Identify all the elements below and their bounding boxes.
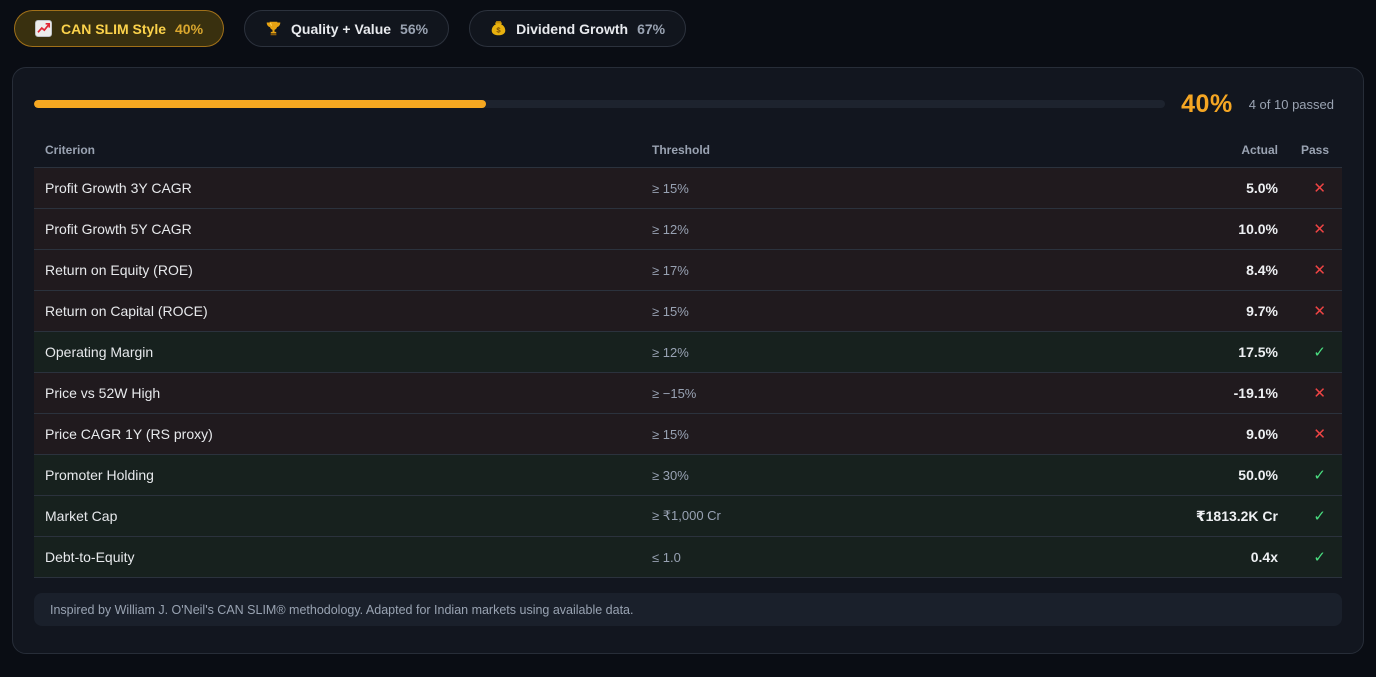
threshold-cell: ≥ 12% xyxy=(652,221,689,237)
header-actual: Actual xyxy=(1241,143,1278,157)
chart-increasing-icon xyxy=(35,20,52,37)
check-icon: ✓ xyxy=(1313,508,1326,525)
cross-icon: ✕ xyxy=(1313,262,1326,279)
criterion-cell: Profit Growth 5Y CAGR xyxy=(45,221,192,237)
threshold-cell: ≥ 12% xyxy=(652,344,689,360)
actual-cell: -19.1% xyxy=(1233,385,1278,401)
criterion-cell: Debt-to-Equity xyxy=(45,549,135,565)
progress-fill xyxy=(34,100,487,108)
actual-cell: 17.5% xyxy=(1238,344,1278,360)
check-icon: ✓ xyxy=(1313,344,1326,361)
criteria-table: Profit Growth 3Y CAGR ≥ 15% 5.0% ✕ Profi… xyxy=(34,167,1342,578)
actual-cell: 50.0% xyxy=(1238,467,1278,483)
cross-icon: ✕ xyxy=(1313,180,1326,197)
threshold-cell: ≥ 15% xyxy=(652,426,689,442)
tab-dividend-growth[interactable]: $ Dividend Growth 67% xyxy=(469,10,687,47)
cross-icon: ✕ xyxy=(1313,221,1326,238)
table-row: Market Cap ≥ ₹1,000 Cr ₹1813.2K Cr ✓ xyxy=(34,496,1342,537)
actual-cell: 9.7% xyxy=(1246,303,1278,319)
score-percent: 40% xyxy=(1181,89,1233,118)
header-criterion: Criterion xyxy=(45,143,96,157)
actual-cell: 8.4% xyxy=(1246,262,1278,278)
tab-label: Dividend Growth xyxy=(516,20,629,37)
criterion-cell: Operating Margin xyxy=(45,344,154,360)
criterion-cell: Market Cap xyxy=(45,508,118,524)
check-icon: ✓ xyxy=(1313,549,1326,566)
methodology-note: Inspired by William J. O'Neil's CAN SLIM… xyxy=(34,593,1342,626)
money-bag-icon: $ xyxy=(490,20,507,37)
actual-cell: 0.4x xyxy=(1250,549,1278,565)
table-row: Profit Growth 5Y CAGR ≥ 12% 10.0% ✕ xyxy=(34,209,1342,250)
table-row: Promoter Holding ≥ 30% 50.0% ✓ xyxy=(34,455,1342,496)
cross-icon: ✕ xyxy=(1313,426,1326,443)
table-row: Profit Growth 3Y CAGR ≥ 15% 5.0% ✕ xyxy=(34,168,1342,209)
actual-cell: 10.0% xyxy=(1238,221,1278,237)
trophy-icon xyxy=(265,20,282,37)
header-pass: Pass xyxy=(1300,143,1329,157)
passed-count: 4 of 10 passed xyxy=(1248,96,1334,112)
actual-cell: 9.0% xyxy=(1246,426,1278,442)
tab-can-slim-style[interactable]: CAN SLIM Style 40% xyxy=(14,10,225,47)
criterion-cell: Price vs 52W High xyxy=(45,385,161,401)
threshold-cell: ≥ 17% xyxy=(652,262,689,278)
score-summary: 40% 4 of 10 passed xyxy=(34,85,1342,123)
criterion-cell: Return on Equity (ROE) xyxy=(45,262,193,278)
progress-bar xyxy=(34,100,1166,108)
check-icon: ✓ xyxy=(1313,467,1326,484)
actual-cell: ₹1813.2K Cr xyxy=(1195,507,1278,524)
strategy-tabbar: CAN SLIM Style 40% Quality + Value 56% $… xyxy=(0,0,1376,47)
threshold-cell: ≥ 15% xyxy=(652,180,689,196)
svg-text:$: $ xyxy=(496,25,501,34)
tab-quality-value[interactable]: Quality + Value 56% xyxy=(244,10,450,47)
header-threshold: Threshold xyxy=(652,143,711,157)
criterion-cell: Return on Capital (ROCE) xyxy=(45,303,208,319)
can-slim-checklist-panel: 40% 4 of 10 passed Criterion Threshold A… xyxy=(12,67,1364,654)
threshold-cell: ≥ 30% xyxy=(652,467,689,483)
cross-icon: ✕ xyxy=(1313,303,1326,320)
tab-score: 56% xyxy=(400,20,429,37)
tab-score: 40% xyxy=(175,20,204,37)
criterion-cell: Price CAGR 1Y (RS proxy) xyxy=(45,426,213,442)
criterion-cell: Profit Growth 3Y CAGR xyxy=(45,180,192,196)
threshold-cell: ≥ −15% xyxy=(652,385,697,401)
table-row: Price CAGR 1Y (RS proxy) ≥ 15% 9.0% ✕ xyxy=(34,414,1342,455)
table-row: Return on Equity (ROE) ≥ 17% 8.4% ✕ xyxy=(34,250,1342,291)
threshold-cell: ≥ ₹1,000 Cr xyxy=(652,508,721,523)
criterion-cell: Promoter Holding xyxy=(45,467,154,483)
table-row: Operating Margin ≥ 12% 17.5% ✓ xyxy=(34,332,1342,373)
tab-label: Quality + Value xyxy=(291,20,392,37)
tab-label: CAN SLIM Style xyxy=(61,20,167,37)
cross-icon: ✕ xyxy=(1313,385,1326,402)
table-row: Price vs 52W High ≥ −15% -19.1% ✕ xyxy=(34,373,1342,414)
threshold-cell: ≥ 15% xyxy=(652,303,689,319)
table-row: Return on Capital (ROCE) ≥ 15% 9.7% ✕ xyxy=(34,291,1342,332)
tab-score: 67% xyxy=(637,20,666,37)
table-header: Criterion Threshold Actual Pass xyxy=(34,133,1342,167)
actual-cell: 5.0% xyxy=(1246,180,1278,196)
threshold-cell: ≤ 1.0 xyxy=(652,549,681,565)
table-row: Debt-to-Equity ≤ 1.0 0.4x ✓ xyxy=(34,537,1342,578)
